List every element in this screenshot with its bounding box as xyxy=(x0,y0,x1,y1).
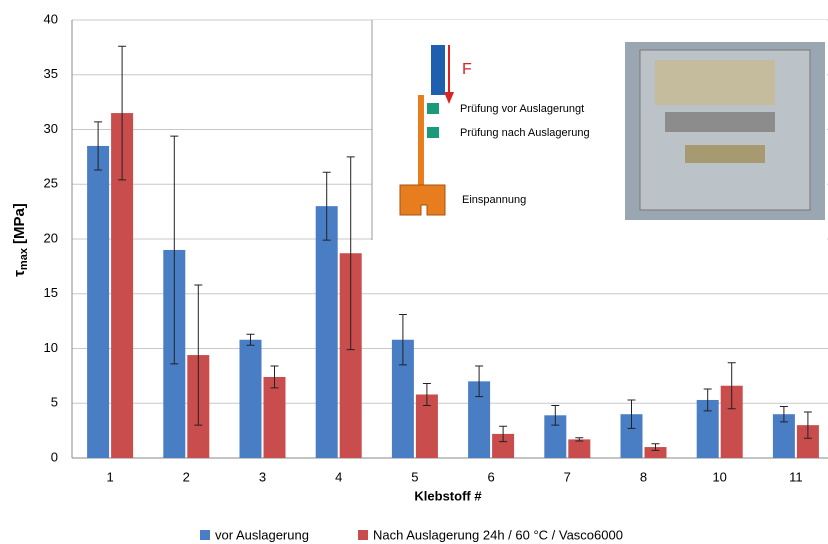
inset: F Prüfung vor Auslagerungt Prüfung nach … xyxy=(372,20,827,240)
inset-label: Einspannung xyxy=(462,194,526,206)
photo-samples xyxy=(655,60,775,105)
photo-samples xyxy=(665,112,775,132)
legend-label: Nach Auslagerung 24h / 60 °C / Vasco6000 xyxy=(373,527,623,542)
legend-swatch xyxy=(200,530,210,540)
y-tick-label: 15 xyxy=(44,285,58,300)
y-tick-label: 5 xyxy=(51,395,58,410)
bar xyxy=(264,377,286,458)
x-tick-label: 4 xyxy=(335,469,342,484)
x-tick-label: 7 xyxy=(564,469,571,484)
bar xyxy=(316,206,338,458)
y-label-unit: [MPa] xyxy=(11,203,28,244)
inset-label: Prüfung vor Auslagerungt xyxy=(460,103,584,115)
y-tick-label: 40 xyxy=(44,11,58,26)
x-tick-label: 5 xyxy=(411,469,418,484)
x-tick-label: 10 xyxy=(712,469,726,484)
sample-after xyxy=(427,127,439,138)
x-tick-label: 1 xyxy=(106,469,113,484)
y-tick-label: 20 xyxy=(44,230,58,245)
bar xyxy=(240,340,262,458)
chart: F Prüfung vor Auslagerungt Prüfung nach … xyxy=(0,0,828,544)
bar xyxy=(568,439,590,458)
legend-swatch xyxy=(358,530,368,540)
photo-samples xyxy=(685,145,765,163)
legend-label: vor Auslagerung xyxy=(215,527,309,542)
x-tick-label: 11 xyxy=(789,469,803,484)
inset-label: Prüfung nach Auslagerung xyxy=(460,127,590,139)
x-tick-label: 8 xyxy=(640,469,647,484)
x-tick-label: 2 xyxy=(183,469,190,484)
y-label-sub: max xyxy=(18,247,30,270)
bar xyxy=(87,146,109,458)
y-tick-label: 30 xyxy=(44,121,58,136)
y-tick-label: 25 xyxy=(44,176,58,191)
force-label: F xyxy=(462,61,472,78)
specimen xyxy=(418,95,424,195)
y-tick-label: 10 xyxy=(44,340,58,355)
x-axis-label: Klebstoff # xyxy=(414,488,482,503)
y-tick-label: 0 xyxy=(51,449,58,464)
x-tick-label: 6 xyxy=(487,469,494,484)
sample-before xyxy=(427,103,439,114)
x-tick-label: 3 xyxy=(259,469,266,484)
y-axis-label: τmax[MPa] xyxy=(11,203,30,277)
y-tick-label: 35 xyxy=(44,66,58,81)
plunger xyxy=(431,45,445,95)
